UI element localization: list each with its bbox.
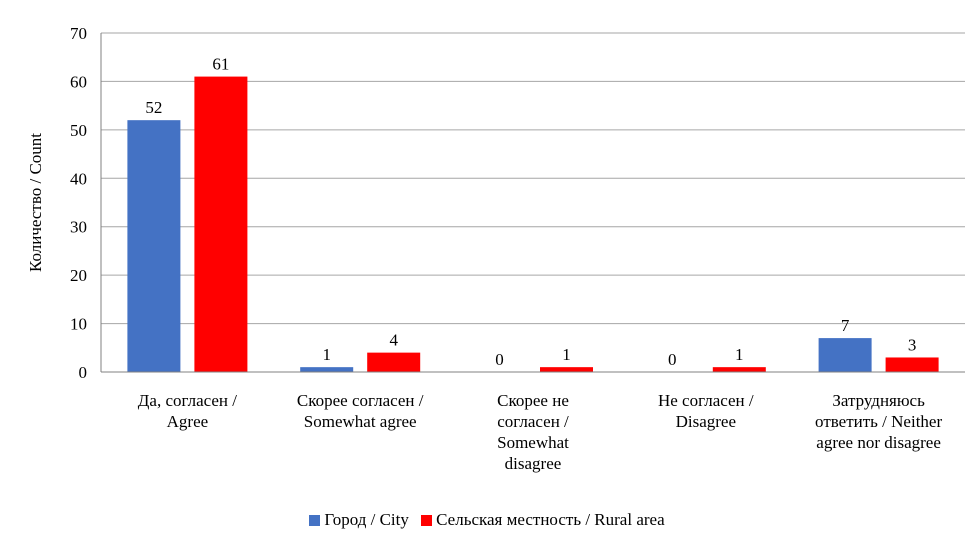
category-label: Затрудняюсь ответить / Neither agree nor d… (815, 391, 942, 452)
y-tick-label: 10 (70, 315, 87, 334)
y-tick-label: 70 (70, 24, 87, 43)
bars (127, 76, 939, 373)
data-label: 0 (495, 350, 504, 369)
bar (127, 120, 181, 373)
legend-swatch-rural (421, 514, 433, 526)
category-labels: Да, согласен / Agree Скорее согласен / Some… (138, 391, 943, 473)
category-label: Не согласен / Disagree (658, 391, 754, 431)
legend-label-rural: Сельская местность / Rural area (436, 510, 665, 529)
bar (885, 357, 939, 372)
data-label: 7 (841, 316, 850, 335)
y-axis-ticks: 0 10 20 30 40 50 60 70 (70, 24, 87, 382)
data-label: 61 (212, 55, 229, 74)
y-tick-label: 50 (70, 121, 87, 140)
y-tick-label: 0 (79, 363, 88, 382)
data-label: 3 (908, 335, 917, 354)
legend-label-city: Город / City (324, 510, 409, 529)
bar (367, 352, 421, 372)
bar (818, 338, 872, 372)
data-label: 1 (562, 345, 571, 364)
data-label: 0 (668, 350, 677, 369)
legend-item-rural: Сельская местность / Rural area (421, 510, 665, 530)
y-tick-label: 30 (70, 218, 87, 237)
data-labels: 52 1 0 0 7 61 4 1 1 3 (145, 55, 916, 369)
category-label: Скорее не согласен / Somewhat disagree (497, 391, 569, 473)
legend: Город / City Сельская местность / Rural … (0, 510, 974, 531)
data-label: 1 (322, 345, 331, 364)
data-label: 4 (389, 331, 398, 350)
category-label: Скорее согласен / Somewhat agree (297, 391, 424, 431)
bar (300, 367, 354, 372)
legend-swatch-city (309, 514, 321, 526)
data-label: 52 (145, 98, 162, 117)
y-tick-label: 60 (70, 72, 87, 91)
bar (194, 76, 248, 372)
y-tick-label: 40 (70, 169, 87, 188)
legend-item-city: Город / City (309, 510, 409, 530)
y-axis-label: Количество / Count (26, 133, 45, 272)
y-tick-label: 20 (70, 266, 87, 285)
data-label: 1 (735, 345, 744, 364)
category-label: Да, согласен / Agree (138, 391, 237, 431)
bar (540, 367, 593, 372)
bar (712, 367, 766, 372)
